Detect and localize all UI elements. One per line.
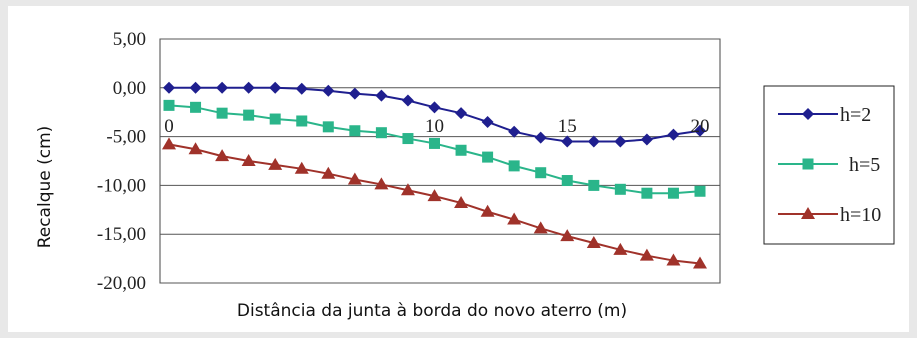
y-tick-label: -10,00 — [97, 175, 146, 196]
data-point — [561, 175, 573, 187]
y-tick-label: 5,00 — [113, 29, 146, 50]
x-tick-label: 20 — [691, 116, 710, 137]
data-point — [348, 87, 361, 100]
data-point — [694, 185, 706, 197]
data-point — [508, 160, 520, 172]
data-point — [269, 113, 281, 125]
data-point — [402, 133, 414, 145]
series-markers — [162, 81, 707, 269]
data-point — [428, 101, 441, 114]
y-tick-label: -20,00 — [97, 273, 146, 294]
data-point — [268, 157, 283, 170]
data-point — [215, 149, 230, 162]
data-point — [587, 135, 600, 148]
data-point — [586, 235, 601, 248]
data-point — [481, 115, 494, 128]
data-point — [667, 187, 679, 199]
data-point — [190, 101, 202, 113]
data-point — [294, 161, 309, 174]
data-point — [375, 127, 387, 139]
data-point — [189, 81, 202, 94]
data-point — [163, 81, 175, 94]
data-point — [347, 172, 362, 185]
legend-marker — [801, 207, 815, 219]
data-point — [400, 183, 415, 196]
data-point — [507, 212, 522, 225]
data-point — [429, 137, 440, 149]
data-point — [508, 125, 521, 138]
data-point — [534, 131, 547, 144]
data-point — [640, 133, 653, 146]
data-point — [561, 135, 574, 148]
data-point — [295, 82, 308, 95]
data-point — [427, 189, 442, 202]
data-point — [614, 183, 626, 195]
data-point — [162, 137, 176, 150]
data-point — [480, 204, 495, 217]
data-point — [693, 256, 707, 269]
data-point — [588, 179, 600, 191]
legend-marker — [802, 158, 814, 170]
legend: h=2 h=5 h=10 — [763, 85, 895, 245]
data-point — [613, 242, 628, 255]
y-tick-label: -5,00 — [106, 127, 146, 148]
data-point — [242, 81, 255, 94]
chart-frame: 5,00 0,00 -5,00 -10,00 -15,00 -20,00 0 10 15 20 R… — [8, 6, 909, 332]
data-point — [614, 135, 627, 148]
settlement-line-chart: 5,00 0,00 -5,00 -10,00 -15,00 -20,00 0 10 15 20 R… — [35, 29, 895, 321]
data-point — [375, 89, 388, 102]
data-point — [163, 99, 175, 111]
data-point — [667, 128, 680, 141]
data-point — [349, 125, 361, 137]
data-point — [216, 107, 228, 119]
axis-ticks: 5,00 0,00 -5,00 -10,00 -15,00 -20,00 0 10 15 20 — [97, 29, 710, 294]
data-point — [241, 154, 256, 166]
data-point — [560, 229, 575, 242]
legend-label: h=5 — [849, 154, 880, 176]
data-point — [455, 144, 467, 156]
data-point — [322, 121, 334, 133]
legend-label: h=2 — [840, 104, 871, 126]
legend-marker — [802, 108, 814, 120]
x-tick-label: 10 — [425, 116, 444, 137]
data-point — [216, 81, 229, 94]
y-tick-label: -15,00 — [97, 224, 146, 245]
data-point — [454, 195, 469, 208]
data-point — [535, 167, 547, 179]
data-point — [374, 177, 389, 190]
data-point — [188, 142, 203, 155]
data-point — [666, 253, 681, 266]
data-point — [401, 94, 414, 107]
data-point — [482, 151, 494, 163]
data-point — [533, 221, 548, 234]
x-tick-label: 0 — [164, 116, 174, 137]
data-point — [641, 187, 653, 199]
data-point — [322, 84, 335, 97]
x-tick-label: 15 — [558, 116, 577, 137]
data-point — [321, 166, 336, 179]
data-point — [243, 109, 255, 121]
data-point — [296, 115, 308, 127]
data-point — [694, 124, 706, 137]
data-point — [455, 107, 468, 120]
legend-label: h=10 — [840, 204, 881, 226]
data-point — [639, 248, 654, 261]
data-point — [269, 81, 282, 94]
x-axis-title: Distância da junta à borda do novo aterr… — [237, 301, 627, 321]
y-tick-label: 0,00 — [113, 78, 146, 99]
y-axis-title: Recalque (cm) — [35, 126, 55, 249]
